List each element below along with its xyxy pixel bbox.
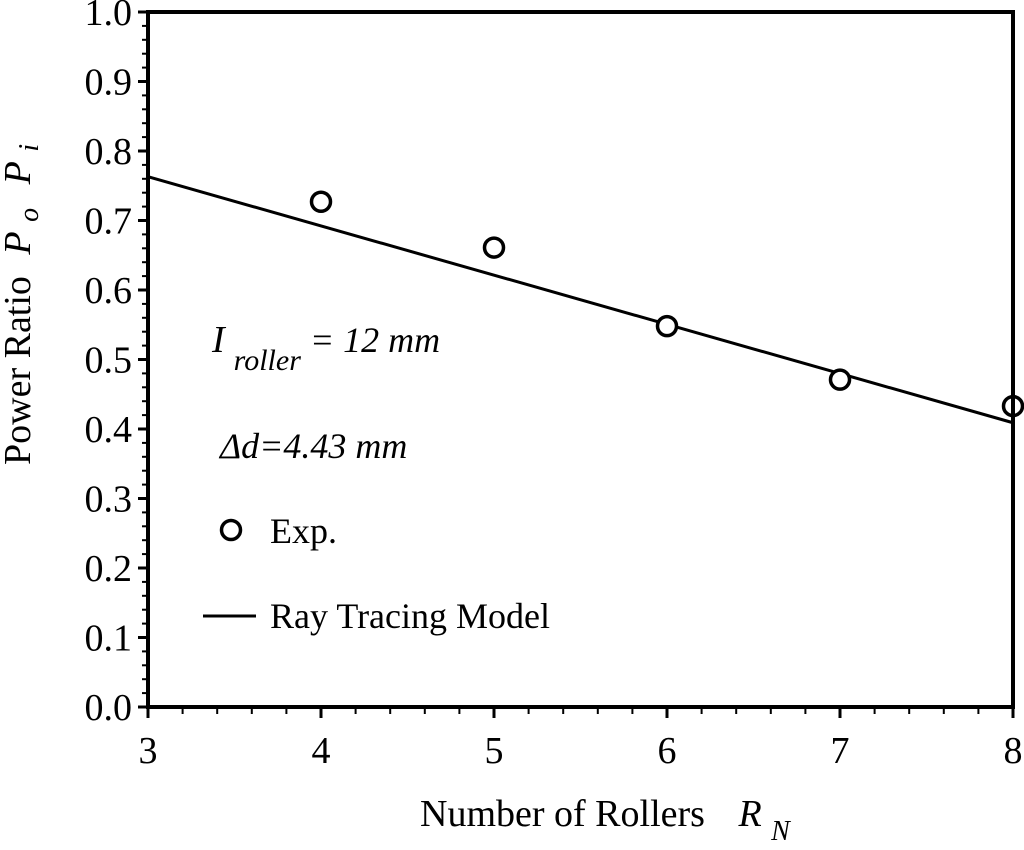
delta-d-annotation: Δd=4.43 mm (218, 426, 407, 466)
y-tick-label: 0.3 (85, 479, 133, 521)
y-tick-label: 1.0 (85, 0, 133, 34)
legend-model-label: Ray Tracing Model (270, 596, 550, 636)
x-subscript: N (770, 816, 791, 845)
y-symbol-1: P (0, 231, 39, 255)
y-subscript-1: o (14, 208, 45, 222)
exp-point (482, 236, 506, 259)
roller-symbol: I (211, 319, 227, 361)
y-tick-label: 0.9 (85, 62, 133, 104)
y-tick-label: 0.7 (85, 201, 133, 243)
y-tick-label: 0.6 (85, 270, 133, 312)
x-tick-label: 8 (1004, 730, 1023, 772)
x-symbol: R (737, 793, 761, 835)
x-tick-label: 4 (312, 730, 331, 772)
exp-point (655, 314, 679, 338)
legend-exp-label: Exp. (270, 511, 337, 551)
y-tick-label: 0.4 (85, 409, 133, 451)
y-tick-label: 0.1 (85, 618, 133, 660)
exp-point (309, 190, 333, 213)
roller-length-annotation: I roller = 12 mm (211, 319, 440, 378)
y-tick-label: 0.8 (85, 131, 133, 173)
x-tick-label: 6 (658, 730, 677, 772)
legend: Exp. Ray Tracing Model (203, 511, 550, 636)
x-tick-label: 7 (831, 730, 850, 772)
y-tick-label: 0.2 (85, 548, 133, 590)
plot-frame (146, 10, 1015, 709)
series-layer (147, 175, 1024, 425)
x-tick-label: 3 (139, 730, 158, 772)
y-symbol-2: P (0, 161, 39, 185)
model-line (147, 175, 1014, 425)
x-axis-label: Number of Rollers (420, 793, 705, 835)
roller-subscript: roller (234, 344, 302, 377)
x-tick-label: 5 (485, 730, 504, 772)
y-tick-label: 0.0 (85, 687, 133, 729)
roller-value: = 12 mm (310, 320, 440, 360)
y-axis-label: Power Ratio (0, 276, 39, 465)
ticks-layer: 0.0 0.1 0.2 0.3 0.4 0.5 0.6 0.7 0.8 0.9 1.0 3 4 5 6 7 8 (85, 0, 1023, 772)
exp-point (828, 368, 852, 391)
y-tick-label: 0.5 (85, 340, 133, 382)
y-axis-title: Power Ratio P o P i (0, 144, 47, 465)
legend-exp-marker (219, 518, 243, 542)
y-subscript-2: i (14, 144, 45, 152)
x-axis-title: Number of Rollers R N (420, 793, 791, 845)
